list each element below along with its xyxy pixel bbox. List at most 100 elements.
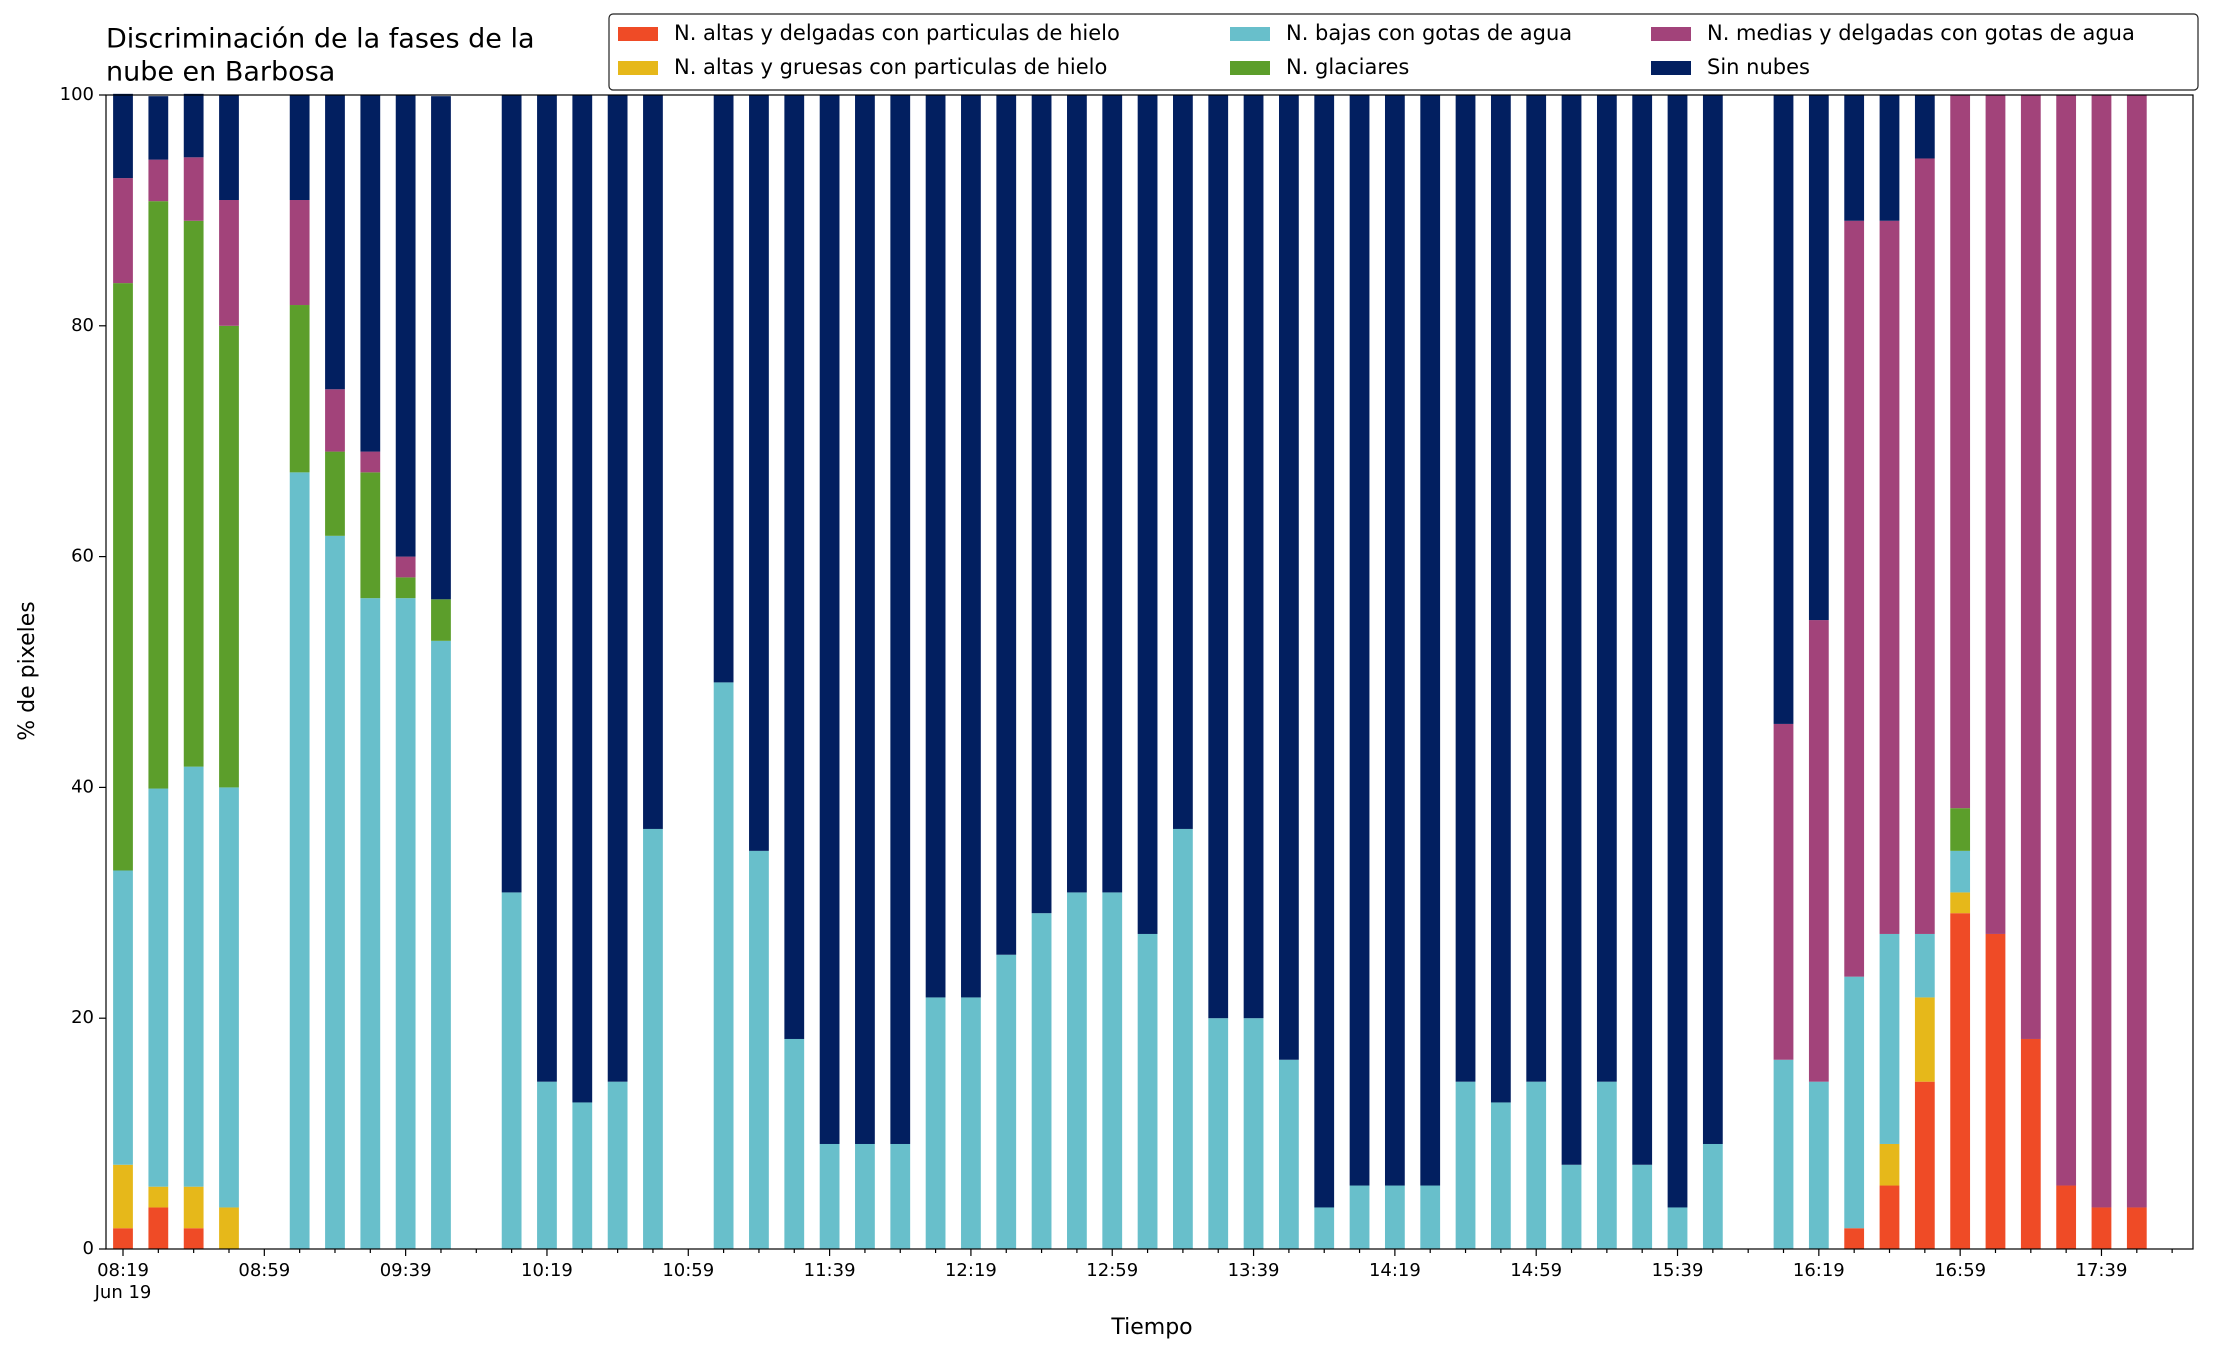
y-tick-label: 40 [71, 776, 94, 797]
bar-segment [1314, 1207, 1335, 1249]
bar-segment [360, 598, 381, 1249]
bar-segment [855, 1143, 875, 1249]
bar-segment [890, 1143, 911, 1249]
legend-swatch [1651, 27, 1691, 41]
bar-segment [289, 95, 310, 201]
legend-swatch [1230, 61, 1270, 75]
bar-segment [1773, 95, 1794, 724]
bar-segment [325, 451, 345, 536]
legend-swatch [618, 27, 658, 41]
bar-segment [501, 95, 522, 893]
bar-segment [219, 325, 239, 788]
bar-segment [643, 828, 663, 1249]
bar-segment [1490, 1102, 1511, 1249]
bar-segment [183, 1186, 204, 1229]
legend-label: N. glaciares [1286, 55, 1409, 79]
bar-segment [1596, 1081, 1617, 1249]
bar-segment [1384, 95, 1405, 1186]
bar-segment [395, 598, 416, 1249]
x-tick-label: 14:19 [1369, 1260, 1421, 1281]
y-tick-label: 0 [83, 1238, 94, 1259]
x-tick-label: 13:39 [1228, 1260, 1280, 1281]
bar-segment [643, 95, 663, 829]
bar-segment [537, 95, 557, 1082]
x-tick-label: 15:39 [1652, 1260, 1704, 1281]
bar-segment [1667, 95, 1688, 1208]
x-tick-label: 09:39 [380, 1260, 432, 1281]
bar-segment [1031, 913, 1052, 1249]
bar-segment [1773, 723, 1794, 1060]
bar-segment [325, 389, 345, 452]
bar-segment [1102, 892, 1123, 1249]
legend-label: N. altas y delgadas con particulas de hi… [674, 21, 1120, 45]
x-tick-label: 12:19 [945, 1260, 997, 1281]
bar-segment [749, 850, 769, 1249]
bar-segment [1349, 1185, 1370, 1249]
bar-segment [113, 178, 133, 284]
x-tick-label: 12:59 [1086, 1260, 1138, 1281]
legend-label: N. bajas con gotas de agua [1286, 21, 1572, 45]
x-tick-label: 10:59 [662, 1260, 714, 1281]
y-tick-label: 100 [60, 84, 94, 105]
bar-segment [1490, 95, 1511, 1103]
bar-segment [1879, 1143, 1900, 1186]
bar-segment [148, 788, 169, 1187]
bar-segment [1950, 95, 1971, 809]
bar-segment [713, 682, 734, 1249]
bar-segment [1914, 997, 1935, 1082]
bar-segment [1844, 220, 1865, 977]
bar-segment [113, 283, 133, 871]
bar-segment [1243, 1018, 1264, 1249]
bar-segment [1667, 1207, 1688, 1249]
bar-segment [1702, 1143, 1723, 1249]
bar-segment [1914, 158, 1935, 934]
legend-label: N. altas y gruesas con particulas de hie… [674, 55, 1107, 79]
bar-segment [219, 1207, 239, 1249]
bar-segment [2091, 95, 2112, 1208]
legend-label: Sin nubes [1707, 55, 1810, 79]
bar-segment [1950, 913, 1971, 1249]
bar-segment [1208, 1018, 1229, 1249]
bar-segment [961, 95, 981, 998]
bar-segment [607, 1081, 628, 1249]
bar-segment [148, 1186, 169, 1208]
bar-segment [1985, 95, 2006, 934]
bar-segment [996, 95, 1017, 955]
bar-segment [1526, 95, 1547, 1082]
bar-segment [1173, 95, 1193, 829]
bar-segment [431, 640, 451, 1249]
bar-segment [1208, 95, 1229, 1019]
bar-segment [431, 96, 451, 600]
bar-segment [572, 95, 593, 1103]
bar-segment [1879, 1185, 1900, 1249]
bar-segment [183, 220, 204, 767]
bar-segment [289, 305, 310, 473]
bar-segment [148, 201, 169, 789]
bar-segment [784, 95, 805, 1039]
bar-segment [360, 95, 381, 452]
bar-segment [1914, 1081, 1935, 1249]
bar-segment [1844, 95, 1865, 221]
bar-segment [2056, 1185, 2077, 1249]
bar-segment [1985, 933, 2006, 1249]
y-tick-label: 60 [71, 546, 94, 567]
bar-segment [2126, 1207, 2147, 1249]
bar-segment [1420, 95, 1441, 1186]
y-axis-label: % de pixeles [15, 601, 40, 740]
bar-segment [113, 870, 133, 1165]
x-tick-label: 16:19 [1793, 1260, 1845, 1281]
chart-title: Discriminación de la fases de la [106, 24, 535, 55]
bar-segment [325, 95, 345, 390]
bar-segment [1067, 95, 1087, 893]
bar-segment [1278, 95, 1299, 1060]
x-tick-label: 08:19 [97, 1260, 149, 1281]
bar-segment [289, 200, 310, 306]
bar-segment [1455, 1081, 1476, 1249]
bar-segment [607, 95, 628, 1082]
bar-segment [148, 159, 169, 202]
bar-segment [1561, 95, 1582, 1165]
bar-segment [925, 997, 946, 1249]
bar-segment [219, 787, 239, 1208]
bar-segment [183, 93, 204, 158]
bar-segment [289, 472, 310, 1249]
